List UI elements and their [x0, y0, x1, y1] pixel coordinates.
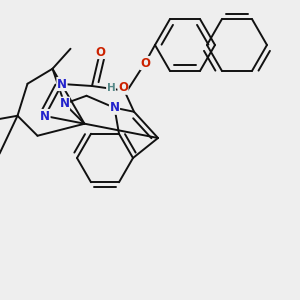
Text: O: O [95, 46, 105, 59]
Text: O: O [118, 81, 128, 94]
Text: O: O [140, 56, 150, 70]
Text: N: N [57, 77, 67, 91]
Text: H: H [106, 83, 116, 93]
Text: N: N [40, 110, 50, 122]
Text: N: N [110, 101, 119, 114]
Text: N: N [59, 97, 70, 110]
